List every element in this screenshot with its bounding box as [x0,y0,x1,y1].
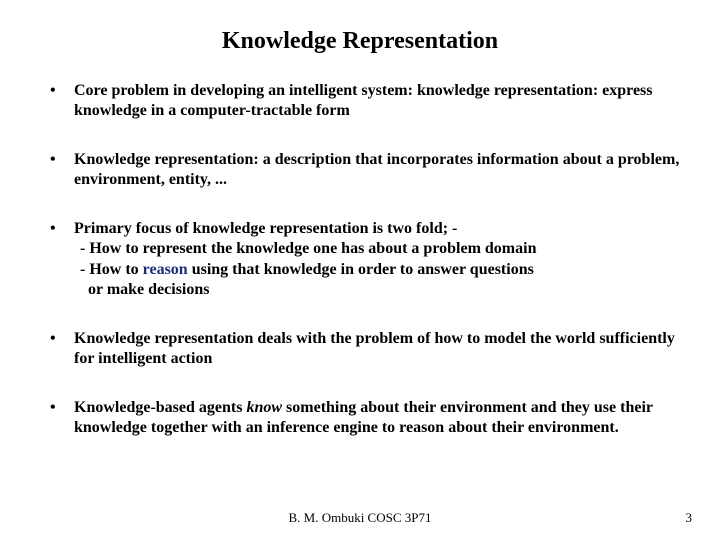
slide: Knowledge Representation Core problem in… [0,0,720,540]
bullet-1-text: Core problem in developing an intelligen… [74,82,653,119]
slide-title: Knowledge Representation [40,28,680,55]
bullet-2: Knowledge representation: a description … [40,150,680,191]
bullet-3-line1: Primary focus of knowledge representatio… [74,220,457,237]
bullet-2-text: Knowledge representation: a description … [74,151,679,188]
reason-word: reason [143,261,188,278]
bullet-5-text-a: Knowledge-based agents [74,399,246,416]
bullet-4-text: Knowledge representation deals with the … [74,330,675,367]
bullet-3-line3: - How to reason using that knowledge in … [74,260,680,280]
page-number: 3 [686,510,693,526]
bullet-1: Core problem in developing an intelligen… [40,81,680,122]
bullet-3: Primary focus of knowledge representatio… [40,219,680,301]
bullet-4: Knowledge representation deals with the … [40,329,680,370]
footer-text: B. M. Ombuki COSC 3P71 [0,510,720,526]
know-word: know [246,399,282,416]
bullet-list: Core problem in developing an intelligen… [40,81,680,439]
bullet-3-line4: or make decisions [74,280,680,300]
bullet-3-line3b: using that knowledge in order to answer … [188,261,534,278]
bullet-5: Knowledge-based agents know something ab… [40,398,680,439]
bullet-3-line2: - How to represent the knowledge one has… [74,239,680,259]
bullet-3-line3a: - How to [80,261,143,278]
